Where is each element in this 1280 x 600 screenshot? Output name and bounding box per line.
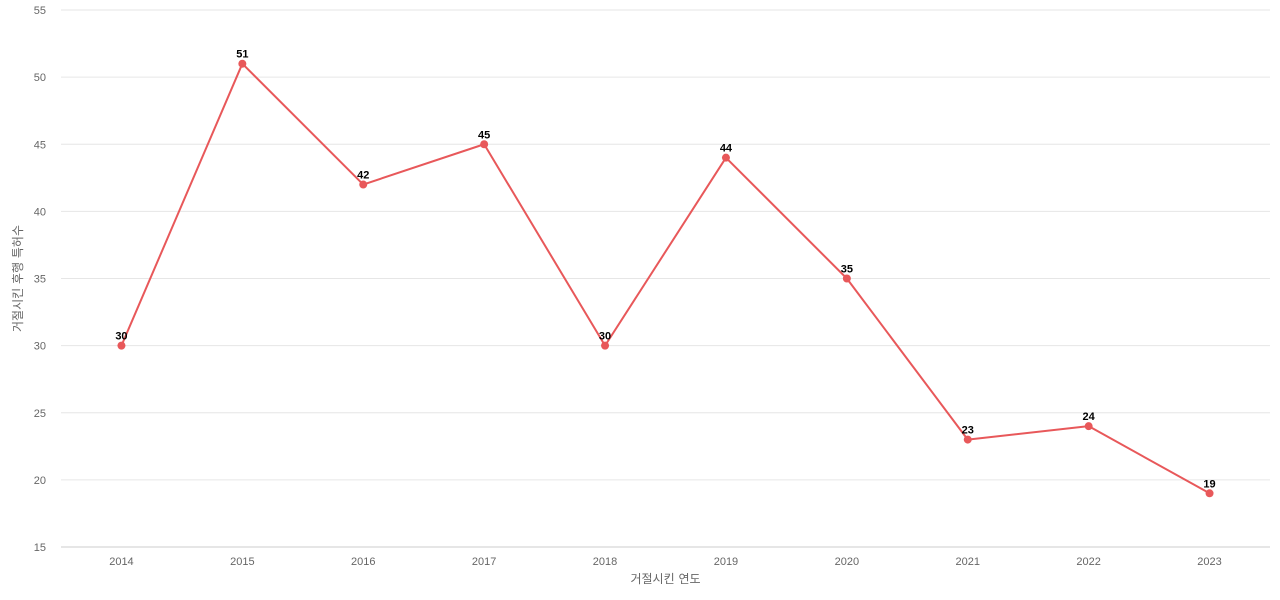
y-tick-label: 35 [34,274,46,286]
data-point [963,435,972,444]
y-tick-label: 20 [34,475,46,487]
data-label: 35 [841,264,853,276]
data-points [117,59,1214,498]
y-axis-title: 거절시킨 후행 특허수 [10,225,25,332]
data-point [359,180,368,189]
x-tick-label: 2020 [835,556,859,568]
data-labels: 30 51 42 45 30 44 35 23 24 19 [115,49,1215,491]
x-axis-ticks: 2014 2015 2016 2017 2018 2019 2020 2021 2022 2023 [109,556,1222,568]
data-point [842,274,851,283]
x-tick-label: 2016 [351,556,375,568]
series-line [120,62,1211,495]
y-axis-ticks: 15 20 25 30 35 40 45 50 55 [34,5,46,554]
y-tick-label: 45 [34,139,46,151]
x-tick-label: 2014 [109,556,133,568]
y-tick-label: 25 [34,408,46,420]
x-tick-label: 2018 [593,556,617,568]
x-tick-label: 2022 [1076,556,1100,568]
x-tick-label: 2019 [714,556,738,568]
y-tick-label: 15 [34,542,46,554]
x-tick-label: 2017 [472,556,496,568]
data-label: 45 [478,129,490,141]
data-point [480,140,489,149]
data-label: 19 [1203,478,1215,490]
x-tick-label: 2015 [230,556,254,568]
x-tick-label: 2023 [1197,556,1221,568]
y-tick-label: 50 [34,72,46,84]
data-label: 51 [236,49,248,61]
x-tick-label: 2021 [956,556,980,568]
data-label: 44 [720,143,733,155]
grid-lines [61,9,1270,548]
y-tick-label: 55 [34,5,46,17]
y-tick-label: 40 [34,206,46,218]
data-point [117,341,126,350]
data-label: 30 [599,331,611,343]
data-label: 42 [357,170,369,182]
data-label: 23 [962,425,974,437]
data-point [1205,489,1214,498]
y-tick-label: 30 [34,341,46,353]
data-point [601,341,610,350]
data-point [721,153,730,162]
data-label: 30 [115,331,127,343]
x-axis-title: 거절시킨 연도 [630,572,700,586]
data-point [1084,422,1093,431]
data-label: 24 [1083,411,1096,423]
data-point [238,59,247,68]
